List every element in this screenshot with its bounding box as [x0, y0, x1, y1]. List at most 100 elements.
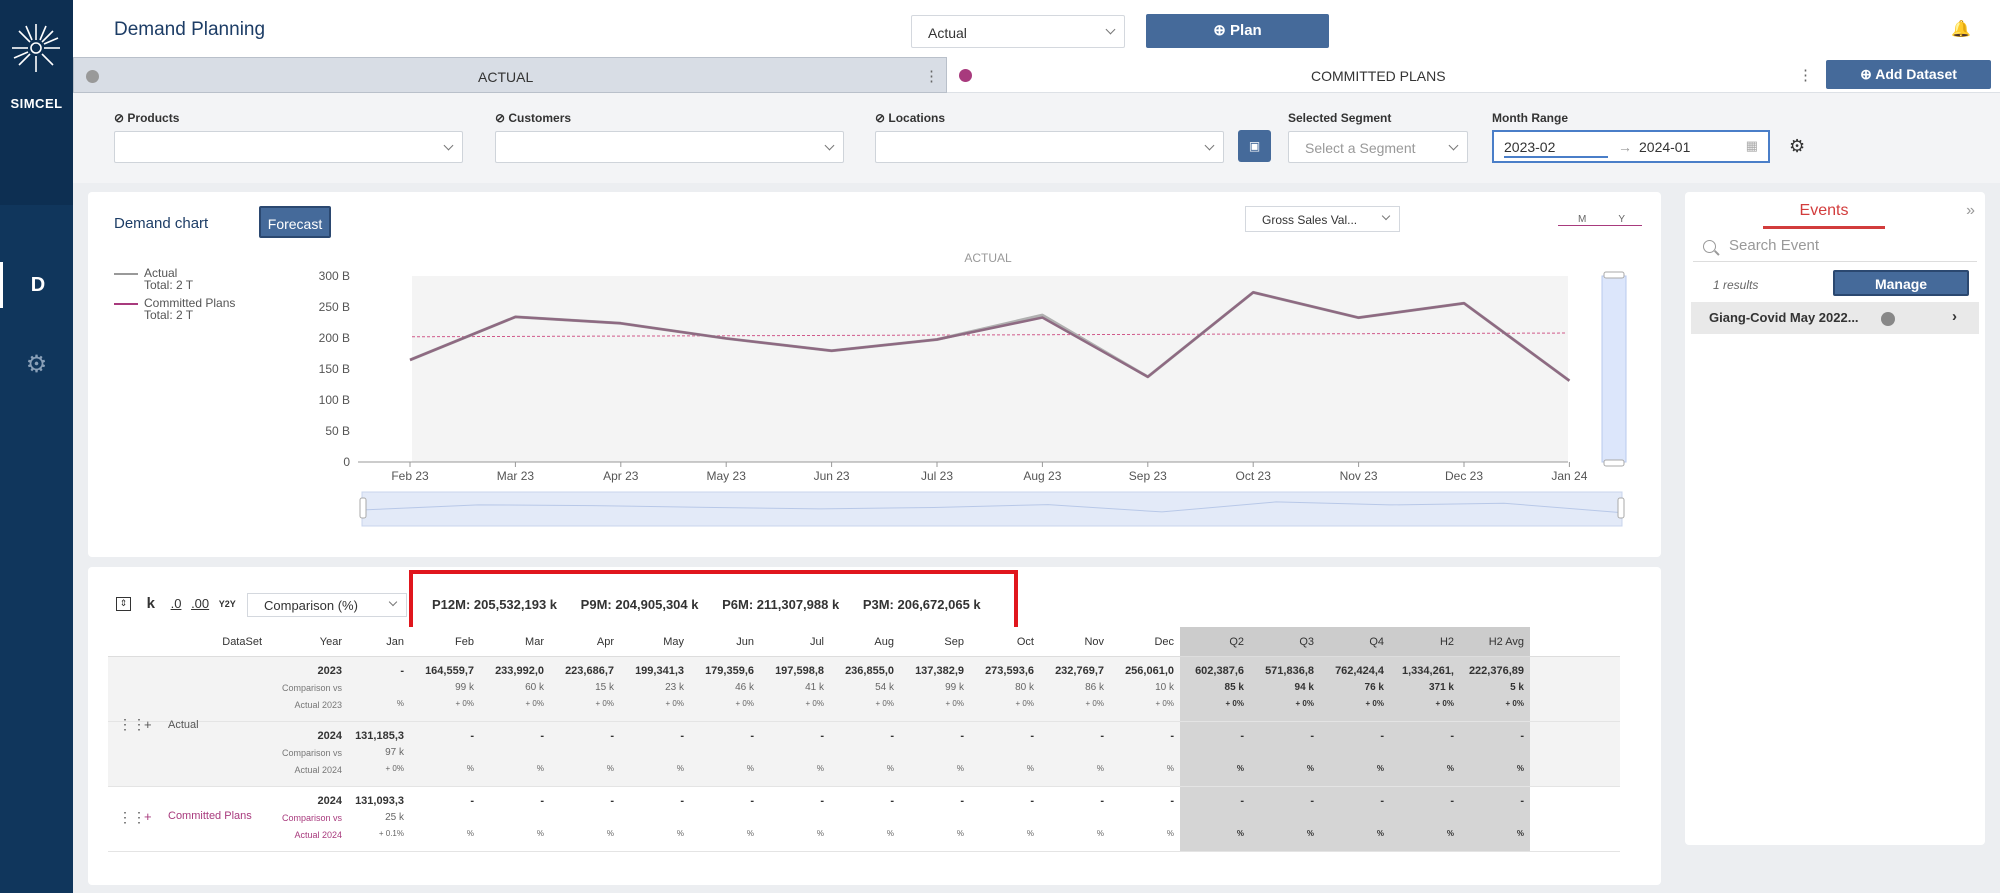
value-cell[interactable]: -%: [1320, 722, 1390, 786]
bell-icon[interactable]: 🔔: [1951, 21, 1971, 38]
data-point-committed: [1569, 380, 1570, 381]
value-cell[interactable]: -%: [956, 795, 964, 838]
value-cell[interactable]: -%: [396, 665, 404, 708]
value-cell[interactable]: -%: [466, 730, 474, 773]
value-cell[interactable]: -%: [1250, 787, 1320, 851]
calendar-icon[interactable]: ▦: [1745, 138, 1758, 153]
value-cell[interactable]: -%: [746, 795, 754, 838]
value-cell[interactable]: 223,686,7 15 k + 0%: [565, 665, 614, 708]
value-cell[interactable]: -%: [606, 730, 614, 773]
nav-demand[interactable]: D: [0, 262, 73, 308]
collapse-icon[interactable]: »: [1966, 202, 1975, 219]
expand-plus-icon[interactable]: +: [144, 717, 152, 732]
eye-slash-icon[interactable]: ⊘: [114, 111, 128, 125]
tab-actual-label: ACTUAL: [478, 69, 534, 85]
value-cell[interactable]: -%: [1180, 722, 1250, 786]
plan-button[interactable]: ⊕ Plan: [1146, 14, 1329, 48]
customers-label: ⊘ Customers: [495, 111, 572, 125]
value-cell[interactable]: 1,334,261, 371 k + 0%: [1390, 657, 1460, 721]
value-cell[interactable]: -%: [676, 795, 684, 838]
eye-slash-icon[interactable]: ⊘: [875, 111, 889, 125]
value-cell[interactable]: 131,093,3 25 k + 0.1%: [355, 795, 404, 838]
thousands-button[interactable]: k: [146, 595, 155, 613]
kebab-menu-icon[interactable]: ⋮: [1798, 67, 1813, 84]
value-cell[interactable]: -%: [536, 730, 544, 773]
value-cell[interactable]: -%: [746, 730, 754, 773]
value-cell[interactable]: -%: [1096, 730, 1104, 773]
value-cell[interactable]: -%: [1026, 730, 1034, 773]
legend-item-actual[interactable]: Actual: [114, 267, 235, 279]
locations-select[interactable]: [875, 131, 1224, 163]
expand-plus-icon[interactable]: +: [144, 809, 152, 824]
month-range-picker[interactable]: 2023-02 → 2024-01 ▦: [1492, 130, 1770, 163]
forecast-button[interactable]: Forecast: [259, 206, 331, 238]
value-cell[interactable]: 197,598,8 41 k + 0%: [775, 665, 824, 708]
actual-color-dot: [86, 70, 99, 83]
drag-handle-icon[interactable]: ⋮⋮: [118, 809, 146, 825]
value-cell[interactable]: -%: [1390, 787, 1460, 851]
value-cell[interactable]: -%: [466, 795, 474, 838]
value-cell[interactable]: -%: [606, 795, 614, 838]
value-cell[interactable]: 571,836,8 94 k + 0%: [1250, 657, 1320, 721]
y2y-button[interactable]: Y2Y: [218, 598, 236, 609]
value-cell[interactable]: -%: [956, 730, 964, 773]
value-cell[interactable]: -%: [1460, 787, 1530, 851]
measure-select[interactable]: Gross Sales Val...: [1245, 206, 1400, 232]
customers-select[interactable]: [495, 131, 844, 163]
one-decimal-button[interactable]: .0: [170, 596, 182, 612]
value-cell[interactable]: -%: [1166, 795, 1174, 838]
value-cell[interactable]: -%: [1096, 795, 1104, 838]
value-cell[interactable]: -%: [1390, 722, 1460, 786]
value-cell[interactable]: 137,382,9 99 k + 0%: [915, 665, 964, 708]
two-decimal-button[interactable]: .00: [191, 596, 210, 612]
save-segment-button[interactable]: ▣: [1238, 130, 1271, 162]
settings-gear-icon[interactable]: ⚙: [25, 351, 48, 378]
manage-button[interactable]: Manage: [1833, 270, 1969, 296]
toggle-month[interactable]: M: [1578, 214, 1587, 225]
value-cell[interactable]: -%: [1166, 730, 1174, 773]
value-cell[interactable]: -%: [536, 795, 544, 838]
value-cell[interactable]: -%: [816, 795, 824, 838]
value-cell[interactable]: -%: [1026, 795, 1034, 838]
value-cell[interactable]: -%: [1180, 787, 1250, 851]
value-cell[interactable]: -%: [676, 730, 684, 773]
eye-slash-icon[interactable]: ⊘: [495, 111, 509, 125]
value-cell[interactable]: -%: [1460, 722, 1530, 786]
value-cell[interactable]: -%: [886, 795, 894, 838]
value-cell[interactable]: 131,185,3 97 k + 0%: [355, 730, 404, 773]
value-cell[interactable]: -%: [1320, 787, 1390, 851]
value-cell[interactable]: 602,387,6 85 k + 0%: [1180, 657, 1250, 721]
value-cell[interactable]: 222,376,89 5 k + 0%: [1460, 657, 1530, 721]
value-cell[interactable]: 236,855,0 54 k + 0%: [845, 665, 894, 708]
value-cell[interactable]: 232,769,7 86 k + 0%: [1055, 665, 1104, 708]
value-cell[interactable]: 233,992,0 60 k + 0%: [495, 665, 544, 708]
drag-handle-icon[interactable]: ⋮⋮: [118, 716, 146, 732]
search-event-input[interactable]: Search Event: [1693, 232, 1977, 262]
comparison-select[interactable]: Comparison (%): [247, 593, 407, 617]
toggle-year[interactable]: Y: [1618, 214, 1626, 225]
data-point-committed: [1147, 376, 1148, 377]
event-list-item[interactable]: Giang-Covid May 2022... ›: [1691, 302, 1979, 334]
value-cell[interactable]: 256,061,0 10 k + 0%: [1125, 665, 1174, 708]
value-cell[interactable]: 164,559,7 99 k + 0%: [425, 665, 474, 708]
legend-item-committed[interactable]: Committed Plans: [114, 297, 235, 309]
segment-select[interactable]: Select a Segment: [1288, 131, 1468, 163]
tab-actual[interactable]: ACTUAL ⋮: [73, 57, 947, 93]
value-cell[interactable]: 179,359,6 46 k + 0%: [705, 665, 754, 708]
value-cell[interactable]: -%: [816, 730, 824, 773]
add-dataset-button[interactable]: ⊕ Add Dataset: [1826, 60, 1991, 89]
end-month-input[interactable]: 2024-01: [1639, 139, 1691, 155]
value-cell[interactable]: 199,341,3 23 k + 0%: [635, 665, 684, 708]
settings-gear-icon[interactable]: ⚙: [1789, 136, 1806, 156]
value-cell[interactable]: -%: [886, 730, 894, 773]
dataset-select[interactable]: Actual: [911, 15, 1125, 48]
kebab-menu-icon[interactable]: ⋮: [924, 68, 939, 85]
expand-icon[interactable]: ⇕: [116, 596, 131, 611]
value-cell[interactable]: -%: [1250, 722, 1320, 786]
start-month-input[interactable]: 2023-02: [1504, 139, 1556, 155]
products-select[interactable]: [114, 131, 463, 163]
value-cell[interactable]: 762,424,4 76 k + 0%: [1320, 657, 1390, 721]
value-cell[interactable]: 273,593,6 80 k + 0%: [985, 665, 1034, 708]
chevron-right-icon[interactable]: ›: [1952, 308, 1957, 325]
